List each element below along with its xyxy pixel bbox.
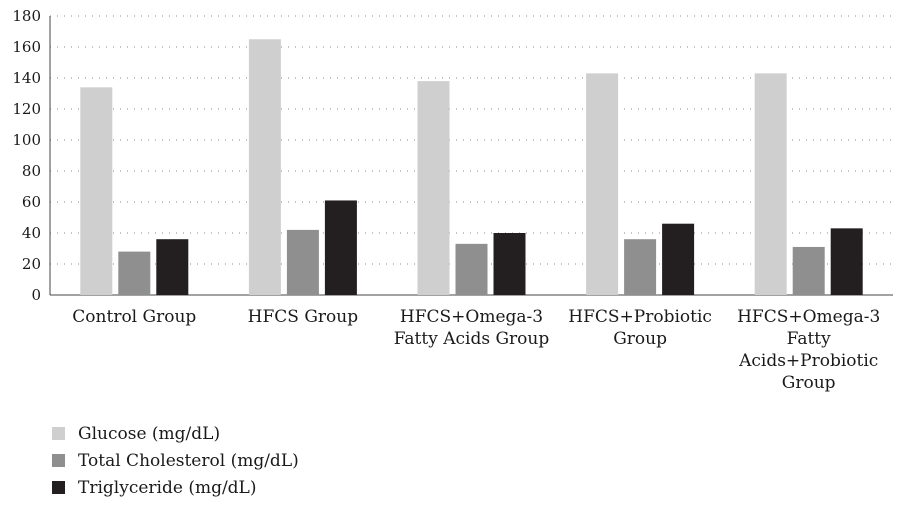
bar-triglyceride <box>324 200 357 295</box>
y-tick-label: 140 <box>12 69 41 87</box>
y-tick-labels: 0 20 40 60 80 100 120 140 160 180 <box>12 7 41 304</box>
y-tick-label: 180 <box>12 7 41 25</box>
bars <box>80 39 863 295</box>
category-label: Control Group <box>72 307 196 327</box>
bar-glucose <box>586 73 619 295</box>
bar-total-cholesterol <box>792 246 825 295</box>
category-label: HFCS+Omega-3 Fatty Acids+Probiotic Group <box>737 307 880 393</box>
category-label: HFCS+Probiotic Group <box>568 307 712 349</box>
legend-swatch <box>52 481 65 494</box>
y-tick-label: 160 <box>12 38 41 56</box>
bar-glucose <box>248 39 281 295</box>
y-tick-label: 100 <box>12 131 41 149</box>
y-tick-label: 40 <box>22 224 41 242</box>
legend-swatch <box>52 427 65 440</box>
bar-total-cholesterol <box>118 251 151 295</box>
bar-total-cholesterol <box>455 243 488 295</box>
category-label: HFCS Group <box>248 307 359 327</box>
y-tick-label: 0 <box>31 286 41 304</box>
bar-glucose <box>754 73 787 295</box>
bar-total-cholesterol <box>624 239 657 295</box>
legend-label: Glucose (mg/dL) <box>78 424 220 444</box>
category-labels: Control Group HFCS Group HFCS+Omega-3 Fatty… <box>72 307 880 393</box>
bar-triglyceride <box>830 228 863 295</box>
category-label: HFCS+Omega-3 Fatty Acids Group <box>394 307 550 349</box>
bar-triglyceride <box>156 239 189 295</box>
bar-triglyceride <box>493 233 526 295</box>
y-tick-label: 20 <box>22 255 41 273</box>
legend-label: Total Cholesterol (mg/dL) <box>78 451 299 471</box>
y-tick-label: 120 <box>12 100 41 118</box>
legend-swatch <box>52 454 65 467</box>
legend: Glucose (mg/dL) Total Cholesterol (mg/dL)… <box>52 424 299 498</box>
bar-glucose <box>80 87 113 295</box>
bar-triglyceride <box>662 223 695 295</box>
y-tick-label: 80 <box>22 162 41 180</box>
bar-total-cholesterol <box>286 229 319 295</box>
y-tick-label: 60 <box>22 193 41 211</box>
bar-glucose <box>417 81 450 295</box>
legend-label: Triglyceride (mg/dL) <box>78 478 256 498</box>
grid-lines <box>50 15 893 265</box>
